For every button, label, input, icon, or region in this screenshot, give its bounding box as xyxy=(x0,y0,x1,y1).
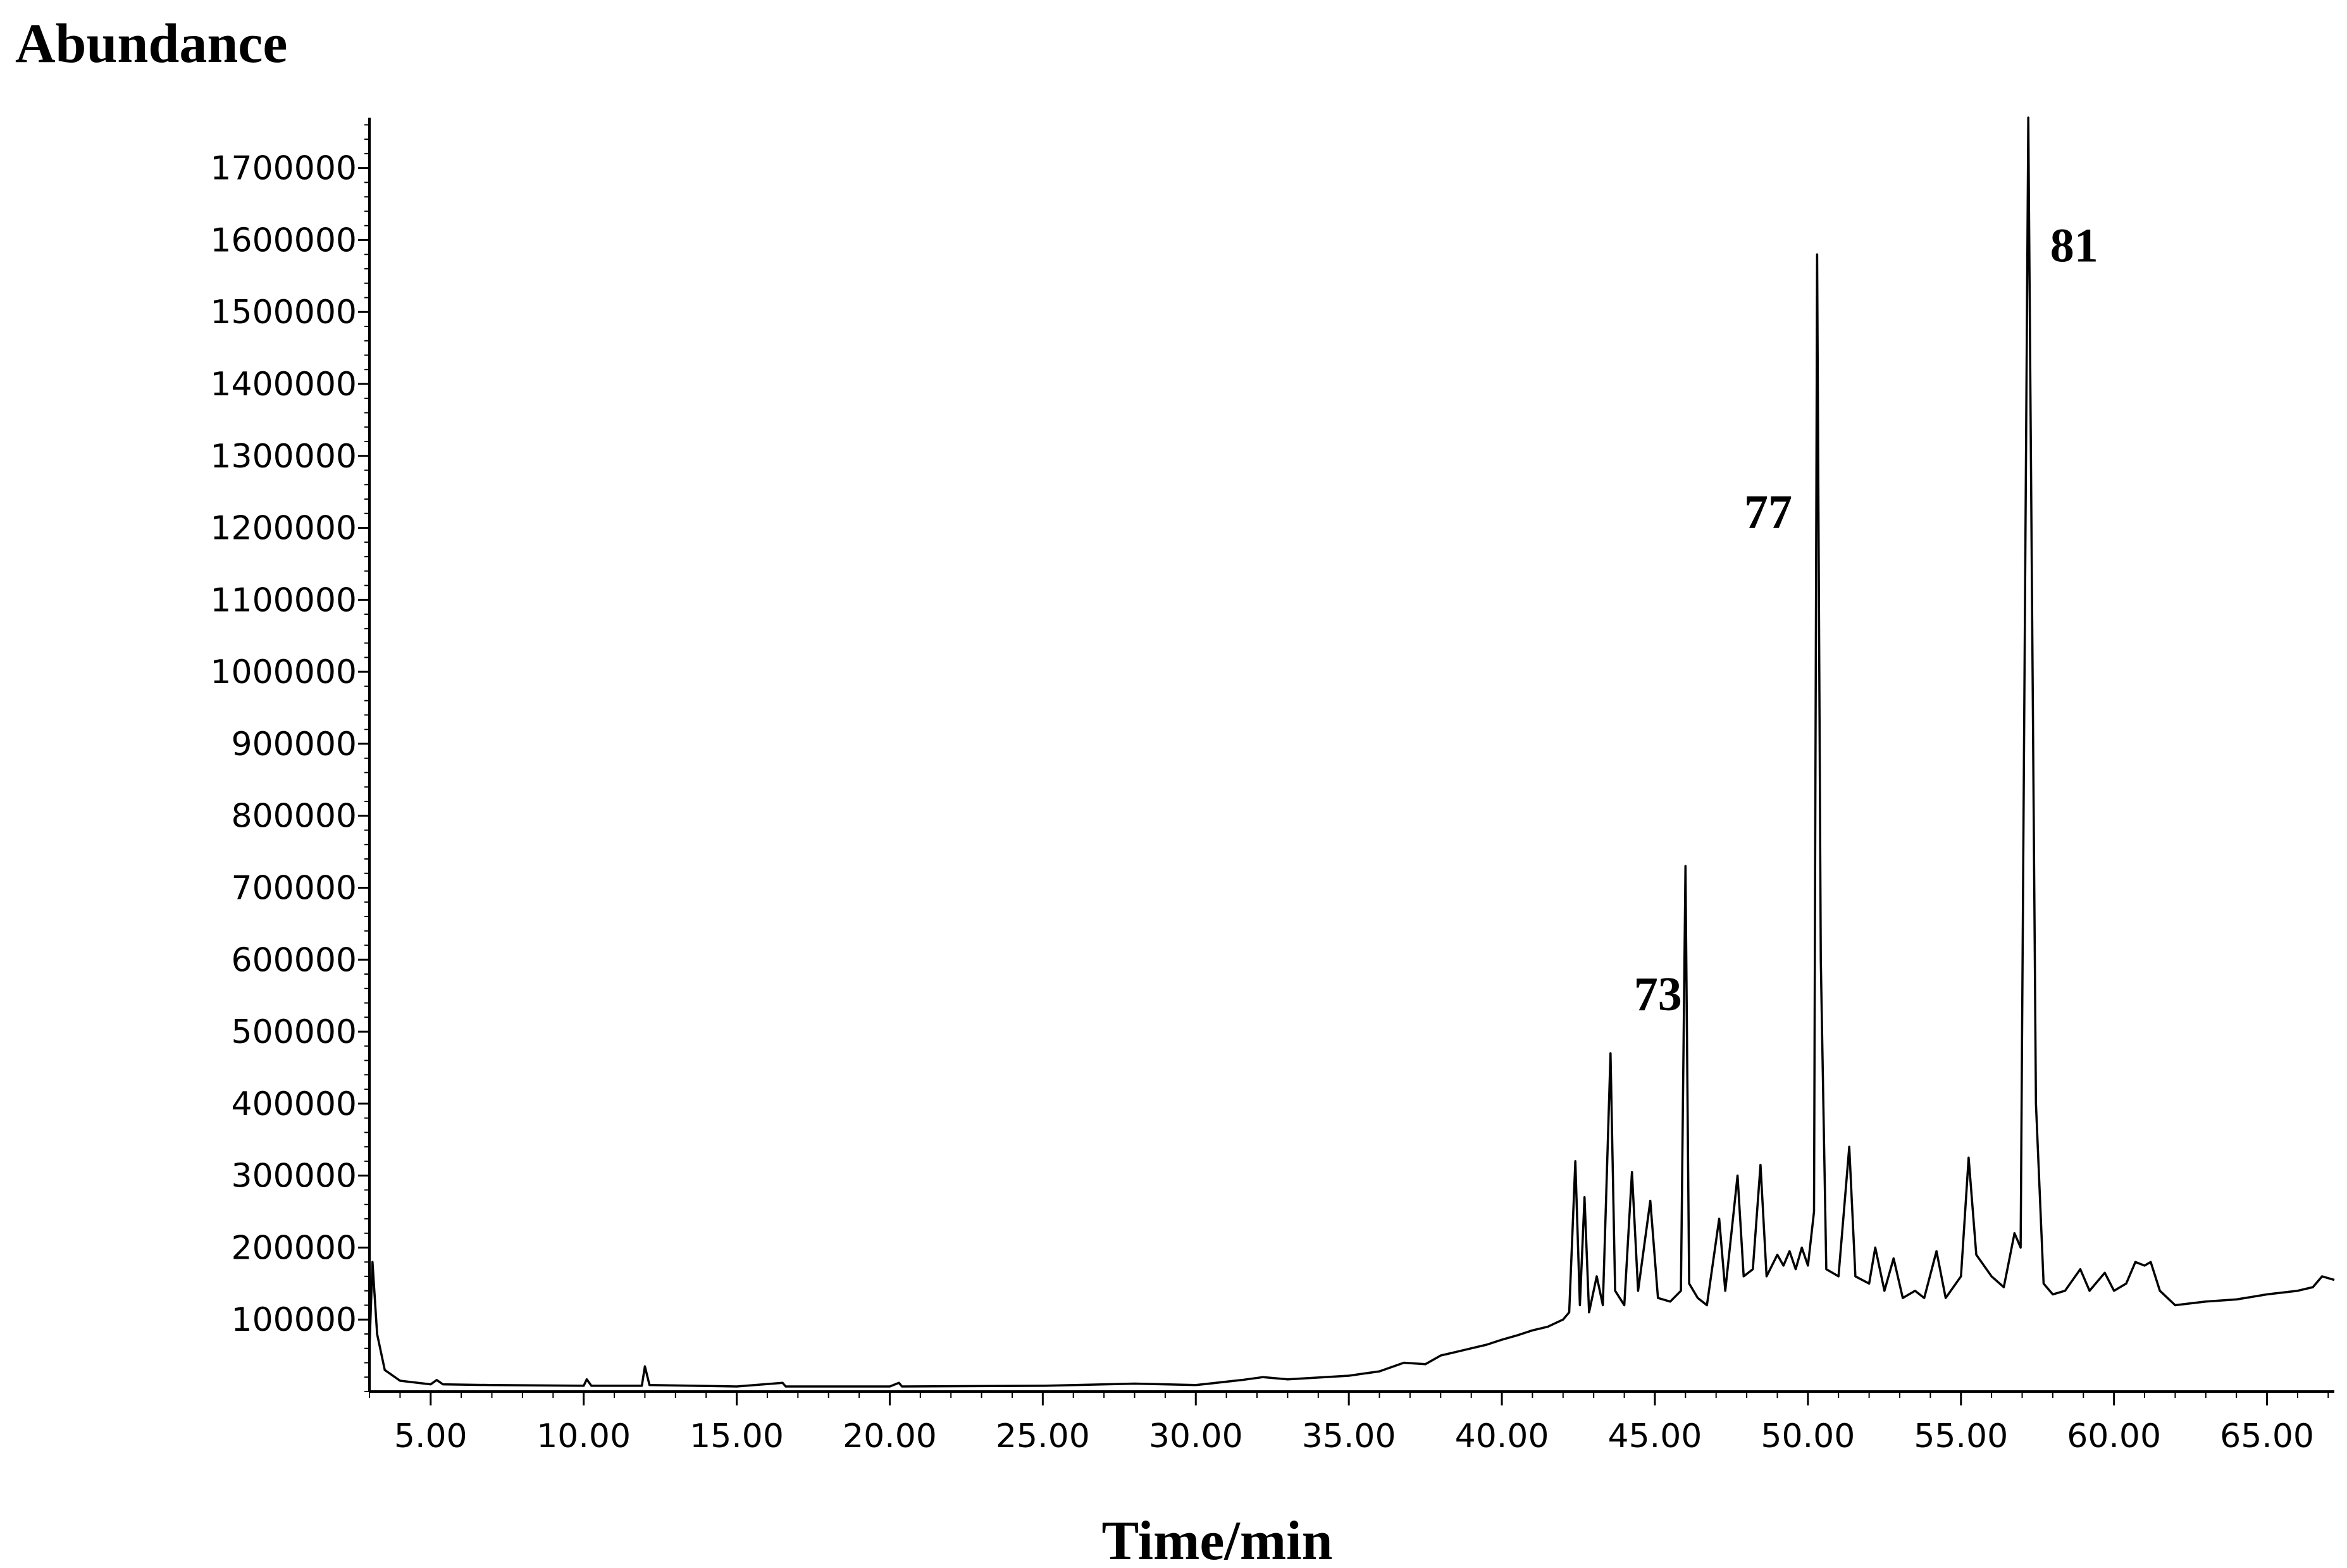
x-tick-label: 10.00 xyxy=(536,1417,631,1455)
x-tick-label: 30.00 xyxy=(1149,1417,1243,1455)
x-tick-label: 25.00 xyxy=(996,1417,1090,1455)
y-tick-label: 300000 xyxy=(231,1157,357,1195)
y-tick-label: 100000 xyxy=(231,1301,357,1339)
plot-area xyxy=(368,116,2335,1388)
x-tick-label: 55.00 xyxy=(1914,1417,2008,1455)
y-tick-label: 600000 xyxy=(231,941,357,979)
y-tick-label: 1500000 xyxy=(210,293,357,331)
y-tick-label: 400000 xyxy=(231,1085,357,1123)
y-tick-label: 1700000 xyxy=(210,150,357,188)
y-tick-label: 1400000 xyxy=(210,366,357,404)
axes xyxy=(364,118,2334,1398)
peak-label: 77 xyxy=(1744,486,1792,539)
y-axis-title: Abundance xyxy=(15,13,287,75)
x-tick-label: 60.00 xyxy=(2067,1417,2161,1455)
x-tick-label: 15.00 xyxy=(690,1417,784,1455)
x-tick-label: 50.00 xyxy=(1761,1417,1855,1455)
x-tick-label: 5.00 xyxy=(394,1417,468,1455)
peak-label: 73 xyxy=(1634,968,1682,1021)
y-tick-label: 800000 xyxy=(231,798,357,836)
peak-annotations: 73 77 81 xyxy=(1634,219,2098,1021)
x-axis-title: Time/min xyxy=(1101,1510,1332,1568)
peak-label: 81 xyxy=(2050,219,2098,273)
y-tick-label: 1100000 xyxy=(210,581,357,619)
y-tick-label: 1200000 xyxy=(210,510,357,548)
y-tick-label: 900000 xyxy=(231,725,357,763)
x-tick-label: 20.00 xyxy=(843,1417,937,1455)
y-tick-label: 1600000 xyxy=(210,221,357,259)
y-tick-label: 700000 xyxy=(231,870,357,908)
x-tick-label: 35.00 xyxy=(1302,1417,1396,1455)
y-tick-label: 1300000 xyxy=(210,438,357,476)
x-tick-label: 65.00 xyxy=(2220,1417,2314,1455)
series-line xyxy=(368,116,2335,1388)
x-tick-label: 45.00 xyxy=(1608,1417,1702,1455)
y-minor-ticks xyxy=(364,124,369,1392)
x-axis-ticks: 5.00 10.00 15.00 20.00 25.00 30.00 35.00 40.00 4… xyxy=(394,1392,2314,1455)
y-axis-ticks: 100000 200000 300000 400000 500000 600000 7000… xyxy=(210,150,369,1339)
y-tick-label: 500000 xyxy=(231,1013,357,1051)
y-tick-label: 200000 xyxy=(231,1229,357,1267)
x-tick-label: 40.00 xyxy=(1455,1417,1549,1455)
y-tick-label: 1000000 xyxy=(210,653,357,691)
